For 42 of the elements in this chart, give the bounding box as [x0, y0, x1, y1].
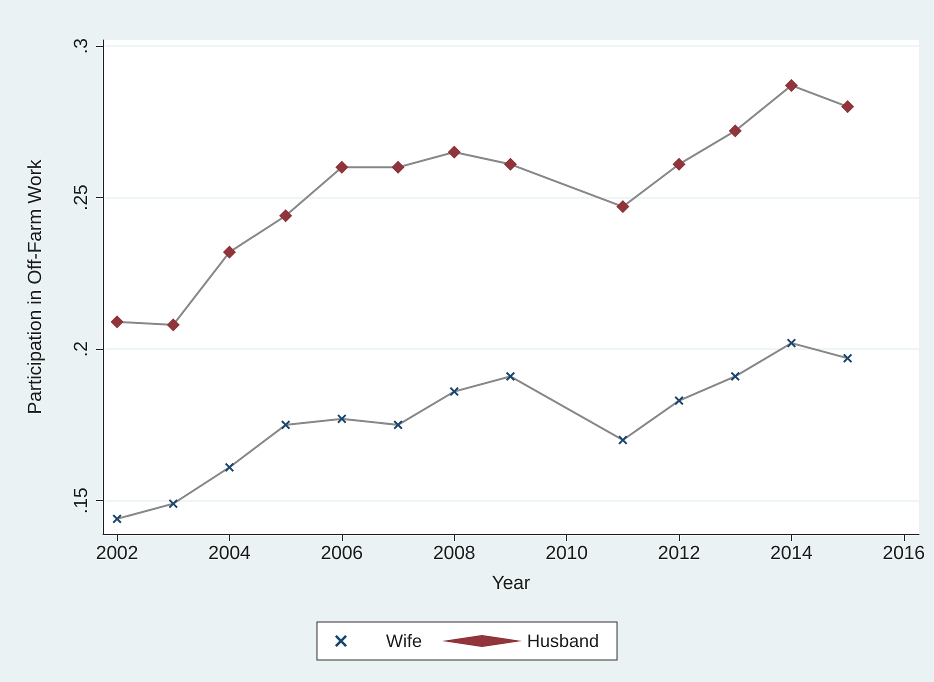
point — [616, 200, 630, 214]
x-tick-label: 2014 — [770, 543, 813, 564]
point — [674, 396, 684, 406]
point — [618, 436, 628, 445]
point — [504, 158, 517, 171]
x-tick-label: 2008 — [433, 543, 476, 564]
legend-label: Wife — [386, 631, 422, 651]
point — [784, 78, 798, 92]
point — [112, 514, 122, 524]
x-tick-label: 2010 — [545, 543, 588, 564]
x-tick-label: 2004 — [208, 543, 252, 564]
point — [335, 160, 348, 174]
point — [843, 354, 852, 363]
x-tick-label: 2006 — [320, 543, 363, 564]
x-tick-label: 2016 — [882, 543, 925, 564]
point — [279, 209, 292, 222]
point — [672, 158, 686, 171]
point — [730, 372, 740, 381]
point — [448, 146, 461, 159]
x-tick-label: 2012 — [658, 543, 700, 564]
y-tick-label: .15 — [71, 487, 92, 514]
point — [166, 318, 180, 332]
y-tick-label: .2 — [71, 341, 92, 358]
point — [224, 462, 234, 472]
legend-label: Husband — [526, 631, 600, 651]
point — [450, 387, 459, 396]
point — [728, 124, 742, 138]
x-tick-label: 2002 — [96, 543, 138, 564]
point — [168, 499, 178, 508]
point — [222, 246, 236, 259]
y-tick-label: .25 — [71, 184, 92, 211]
point — [394, 420, 403, 430]
point — [281, 420, 290, 430]
y-axis-title: Participation in Off-Farm Work — [25, 159, 46, 414]
y-tick-label: .3 — [71, 38, 92, 54]
point — [841, 100, 854, 114]
point — [506, 372, 515, 381]
point — [786, 338, 796, 348]
point — [392, 160, 405, 174]
point — [110, 315, 124, 328]
point — [337, 414, 346, 424]
x-axis-title: Year — [492, 573, 531, 594]
